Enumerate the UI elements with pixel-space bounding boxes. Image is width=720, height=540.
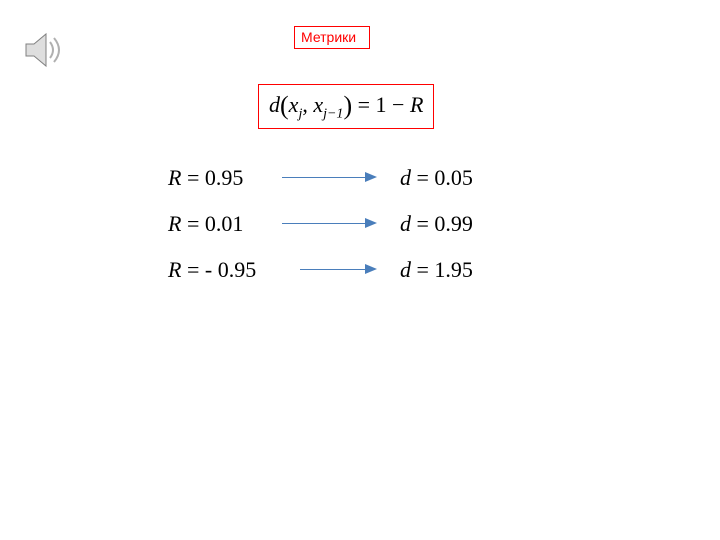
formula-R: R [410, 92, 423, 117]
sound-icon [20, 26, 68, 79]
formula-comma: , [302, 92, 313, 117]
d-val: 1.95 [434, 257, 473, 282]
d-value-row: d = 0.05 [400, 165, 473, 191]
d-label: d [400, 211, 411, 236]
formula-x1: x [289, 92, 299, 117]
d-label: d [400, 165, 411, 190]
formula-box: d(xj, xj−1) = 1 − R [258, 84, 434, 129]
formula-rparen: ) [343, 91, 352, 120]
r-val: 0.95 [205, 165, 244, 190]
r-value-row: R = 0.95 [168, 165, 243, 191]
formula-sub2: j−1 [323, 106, 343, 121]
r-eq: = [181, 211, 204, 236]
title-box: Метрики [294, 26, 370, 49]
r-eq: = [181, 257, 204, 282]
d-val: 0.05 [434, 165, 473, 190]
r-eq: = [181, 165, 204, 190]
title-text: Метрики [301, 29, 356, 45]
d-value-row: d = 0.99 [400, 211, 473, 237]
formula-lparen: ( [280, 91, 289, 120]
d-val: 0.99 [434, 211, 473, 236]
d-eq: = [411, 211, 434, 236]
r-val: - 0.95 [205, 257, 256, 282]
formula-eq: = 1 − [352, 92, 410, 117]
r-value-row: R = - 0.95 [168, 257, 256, 283]
r-label: R [168, 211, 181, 236]
d-label: d [400, 257, 411, 282]
r-value-row: R = 0.01 [168, 211, 243, 237]
r-label: R [168, 257, 181, 282]
formula-x2: x [313, 92, 323, 117]
r-label: R [168, 165, 181, 190]
formula-d: d [269, 92, 280, 117]
d-value-row: d = 1.95 [400, 257, 473, 283]
r-val: 0.01 [205, 211, 244, 236]
d-eq: = [411, 165, 434, 190]
d-eq: = [411, 257, 434, 282]
